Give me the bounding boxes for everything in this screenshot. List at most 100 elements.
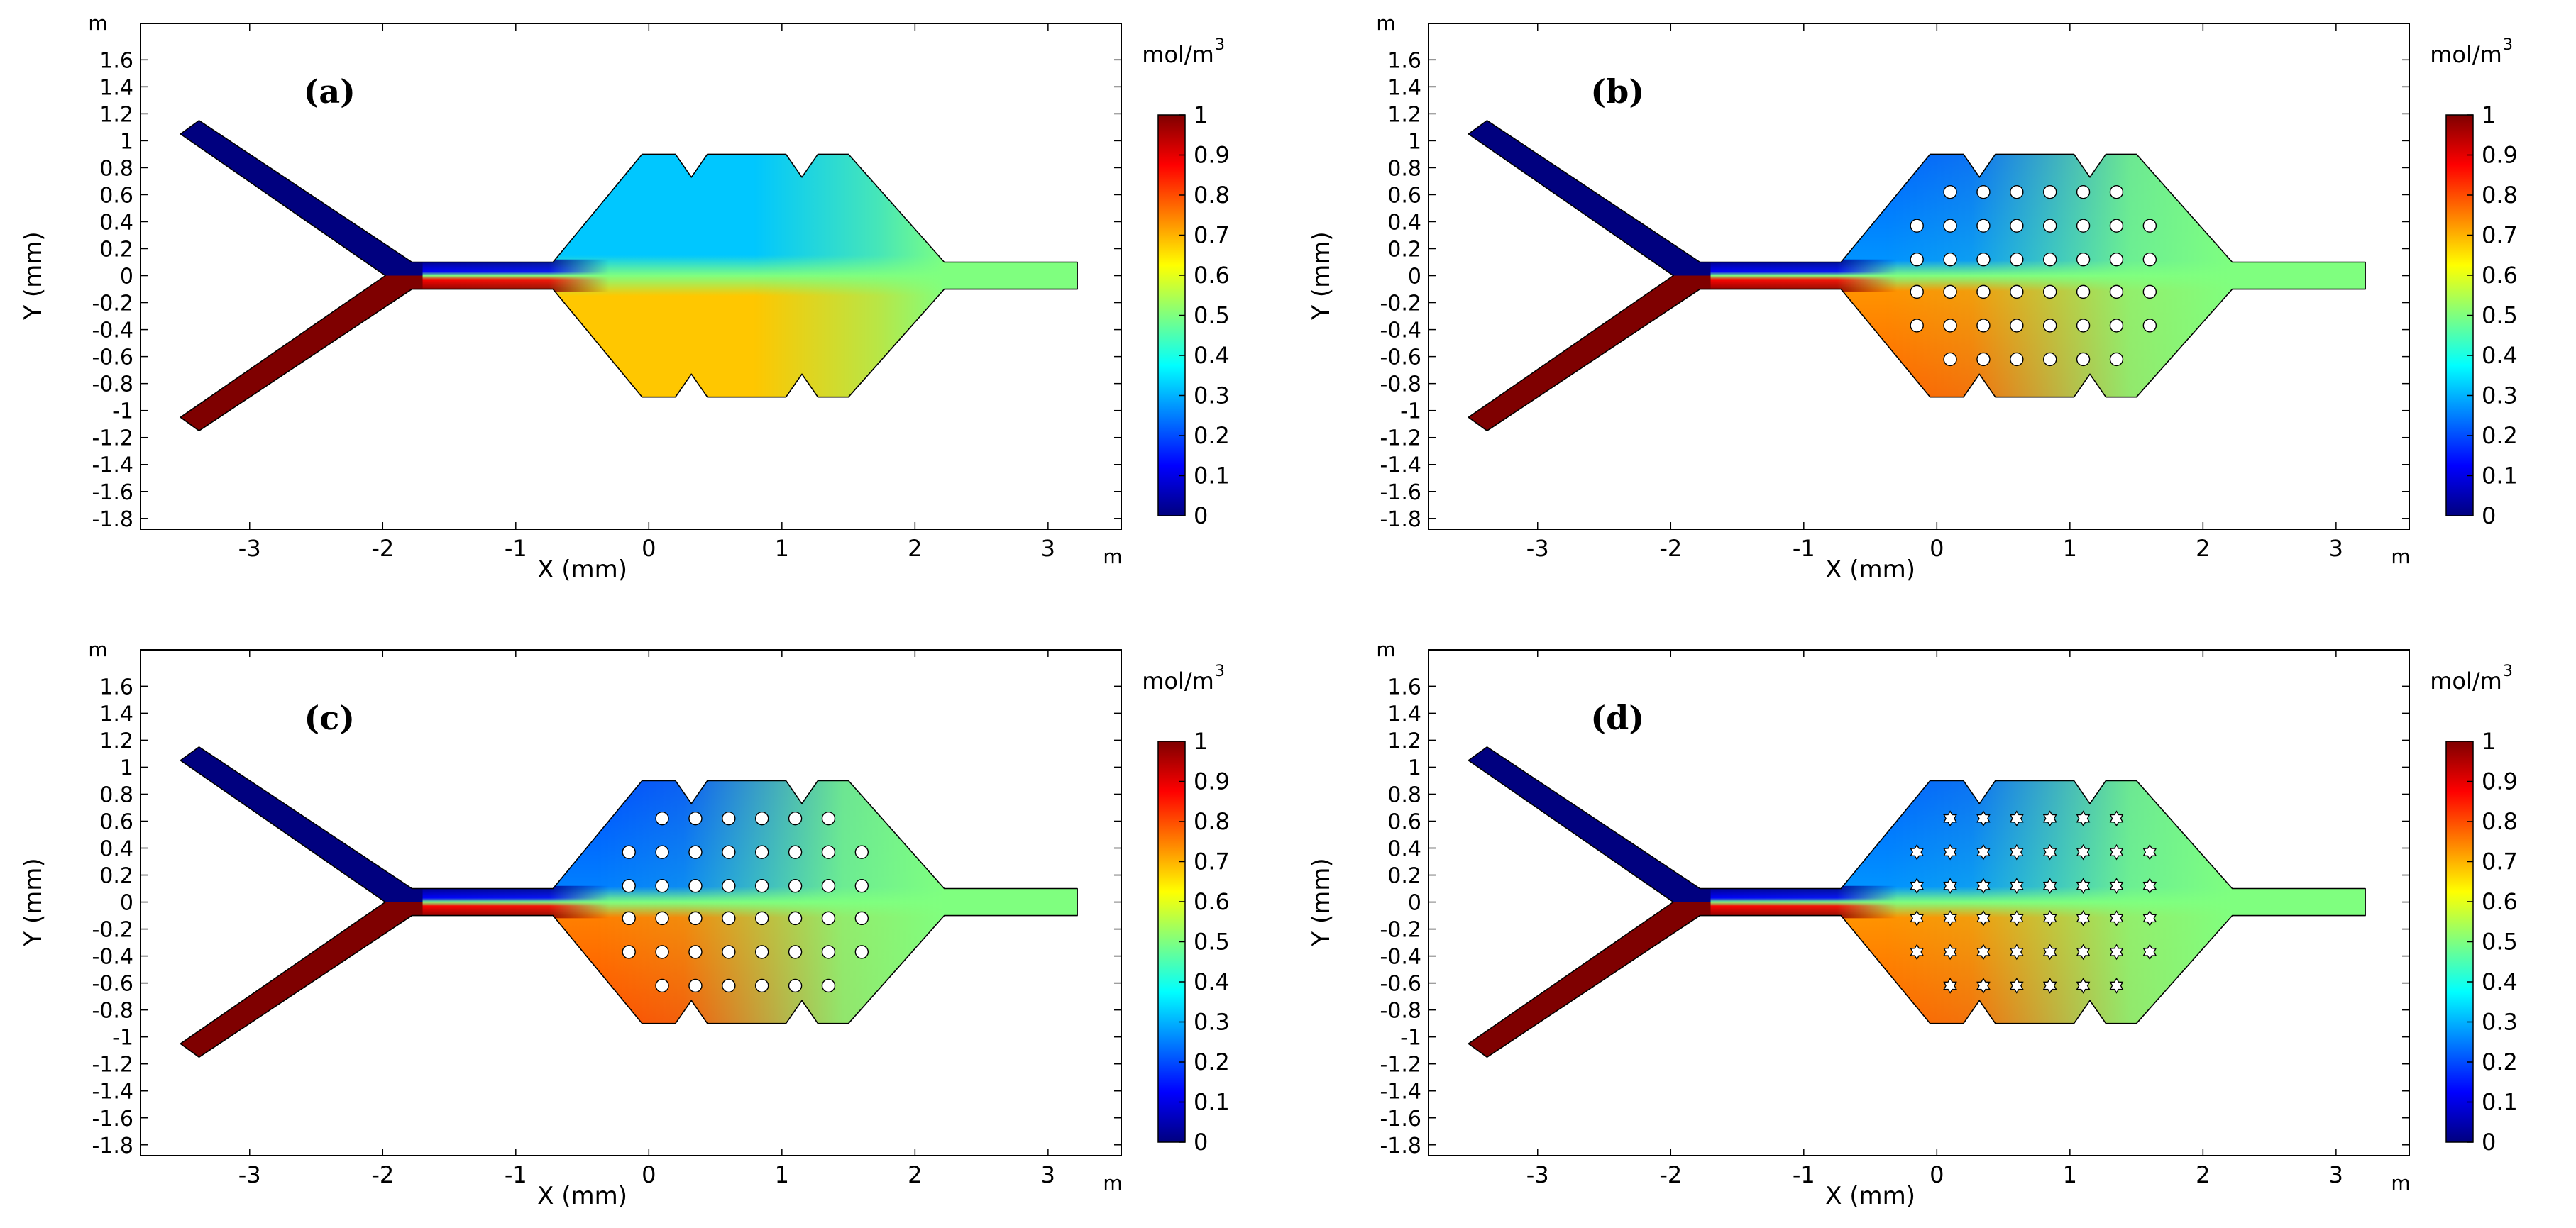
- circle-pillar: [1976, 319, 1991, 333]
- y-tick-label: 1.2: [1387, 102, 1421, 127]
- panel-d: (d)-3 -2 -1 0 1 2 31.61.41.210.80.60.40.20-0.2…: [1307, 638, 2518, 1210]
- circle-pillar: [2142, 219, 2157, 233]
- circle-pillar: [2109, 284, 2124, 299]
- x-tick-label: 0: [1930, 535, 1944, 562]
- y-unit-corner: m: [1376, 638, 1395, 661]
- y-tick-label: -1.2: [92, 1053, 133, 1078]
- circle-pillar: [2010, 219, 2024, 233]
- circle-pillar: [821, 811, 836, 826]
- y-tick-label: 1.4: [1387, 75, 1421, 100]
- colorbar-tick-label: 0.9: [1194, 142, 1230, 169]
- colorbar-tick-label: 0.2: [2482, 422, 2518, 449]
- colorbar-tick-label: 0.7: [2482, 848, 2518, 875]
- colorbar-tick-label: 1: [2482, 728, 2496, 755]
- circle-pillar: [655, 945, 669, 959]
- circle-pillar: [2043, 319, 2057, 333]
- circle-pillar: [2142, 319, 2157, 333]
- y-tick-label: 1.2: [99, 102, 133, 127]
- colorbar-tick-label: 0.6: [1194, 262, 1230, 289]
- y-tick-label: 0: [120, 265, 133, 289]
- circle-pillar: [2109, 184, 2124, 199]
- colorbar-tick-label: 1: [1194, 728, 1208, 755]
- star-pillar: [2109, 843, 2124, 861]
- circle-pillar: [2043, 184, 2057, 199]
- y-tick-label: 0.6: [1387, 809, 1421, 834]
- circle-pillar: [2109, 319, 2124, 333]
- y-tick-label: 1.6: [1387, 675, 1421, 699]
- panel-label: (b): [1590, 72, 1644, 111]
- colorbar-tick-label: 0: [1194, 502, 1208, 529]
- x-unit-corner: m: [2391, 1171, 2410, 1195]
- star-pillar: [1943, 978, 1957, 994]
- y-tick-label: -0.2: [1380, 918, 1421, 943]
- colorbar: 0 0.1 0.2 0.3 0.4 0.5 0.6 0.7 0.8 0.9 1 mol/m 3: [2430, 663, 2518, 1156]
- circle-pillar: [688, 811, 703, 826]
- x-tick-label: -1: [1793, 535, 1815, 562]
- inlet-top-fluid: [180, 746, 423, 902]
- y-tick-label: 1.4: [99, 75, 133, 100]
- channel-outline: [1468, 746, 2366, 1058]
- colorbar-tick-label: 0.5: [2482, 929, 2518, 956]
- circle-pillar: [755, 978, 769, 993]
- y-tick-label: -1.6: [92, 1107, 133, 1132]
- star-pillar: [2142, 944, 2157, 961]
- star-pillar: [1976, 810, 1991, 827]
- star-pillar: [2142, 843, 2157, 861]
- circle-pillar: [655, 845, 669, 859]
- x-tick-label: 1: [2063, 535, 2077, 562]
- star-pillar: [2109, 978, 2124, 994]
- colorbar-tick-label: 0.4: [2482, 342, 2518, 369]
- y-tick-label: 0.2: [99, 238, 133, 262]
- star-pillar: [1976, 878, 1991, 895]
- x-tick-label: 0: [642, 535, 656, 562]
- circle-pillar: [755, 911, 769, 926]
- star-pillar: [2109, 910, 2124, 926]
- colorbar-tick-label: 0.1: [2482, 463, 2518, 489]
- star-pillar: [2076, 910, 2091, 926]
- colorbar-unit: mol/m: [1142, 41, 1214, 68]
- y-tick-label: 0.8: [1387, 782, 1421, 807]
- x-tick-label: -3: [1526, 535, 1549, 562]
- outlet-fluid: [2229, 885, 2366, 919]
- colorbar-tick-label: 0.3: [1194, 382, 1230, 409]
- circle-pillar: [622, 879, 636, 893]
- circle-pillar: [2076, 219, 2091, 233]
- x-tick-label: -1: [1793, 1161, 1815, 1188]
- y-tick-label: 0: [120, 891, 133, 916]
- y-tick-label: 1: [1408, 756, 1421, 780]
- star-pillar: [2042, 810, 2057, 827]
- colorbar-tick-label: 0.3: [2482, 1009, 2518, 1036]
- colorbar-unit: mol/m: [2430, 41, 2502, 68]
- y-tick-label: -0.4: [92, 319, 133, 343]
- star-pillar: [2010, 910, 2024, 926]
- circle-pillar: [1910, 284, 1924, 299]
- y-tick-label: -1.4: [92, 1080, 133, 1105]
- circle-pillar: [788, 945, 803, 959]
- colorbar-tick-label: 0.7: [1194, 222, 1230, 249]
- x-tick-label: -3: [1526, 1161, 1549, 1188]
- circle-pillar: [722, 945, 736, 959]
- circle-pillar: [722, 911, 736, 926]
- x-tick-label: 3: [2329, 535, 2343, 562]
- y-tick-label: -1.2: [92, 426, 133, 451]
- colorbar-tick-label: 0.1: [2482, 1089, 2518, 1116]
- x-tick-label: 0: [1930, 1161, 1944, 1188]
- y-tick-label: -1.8: [92, 507, 133, 532]
- colorbar-tick-label: 0.1: [1194, 463, 1230, 489]
- colorbar-tick-label: 0.8: [2482, 182, 2518, 209]
- colorbar-tick-label: 0.9: [2482, 768, 2518, 795]
- circle-pillar: [622, 945, 636, 959]
- circle-pillar: [688, 911, 703, 926]
- x-tick-label: -2: [371, 1161, 394, 1188]
- outlet-fluid: [941, 259, 1078, 292]
- y-tick-label: -0.8: [92, 372, 133, 397]
- y-tick-label: 1.4: [99, 702, 133, 726]
- y-tick-label: 0.8: [99, 156, 133, 181]
- star-pillar: [2076, 944, 2091, 961]
- colorbar-tick-label: 0.2: [2482, 1049, 2518, 1075]
- circle-pillar: [2142, 253, 2157, 267]
- circle-pillar: [2142, 284, 2157, 299]
- y-tick-label: -0.8: [1380, 999, 1421, 1024]
- y-tick-label: -1.4: [92, 453, 133, 478]
- axes: -3 -2 -1 0 1 2 31.61.41.210.80.60.40.20-0.2-0.…: [1307, 638, 2411, 1210]
